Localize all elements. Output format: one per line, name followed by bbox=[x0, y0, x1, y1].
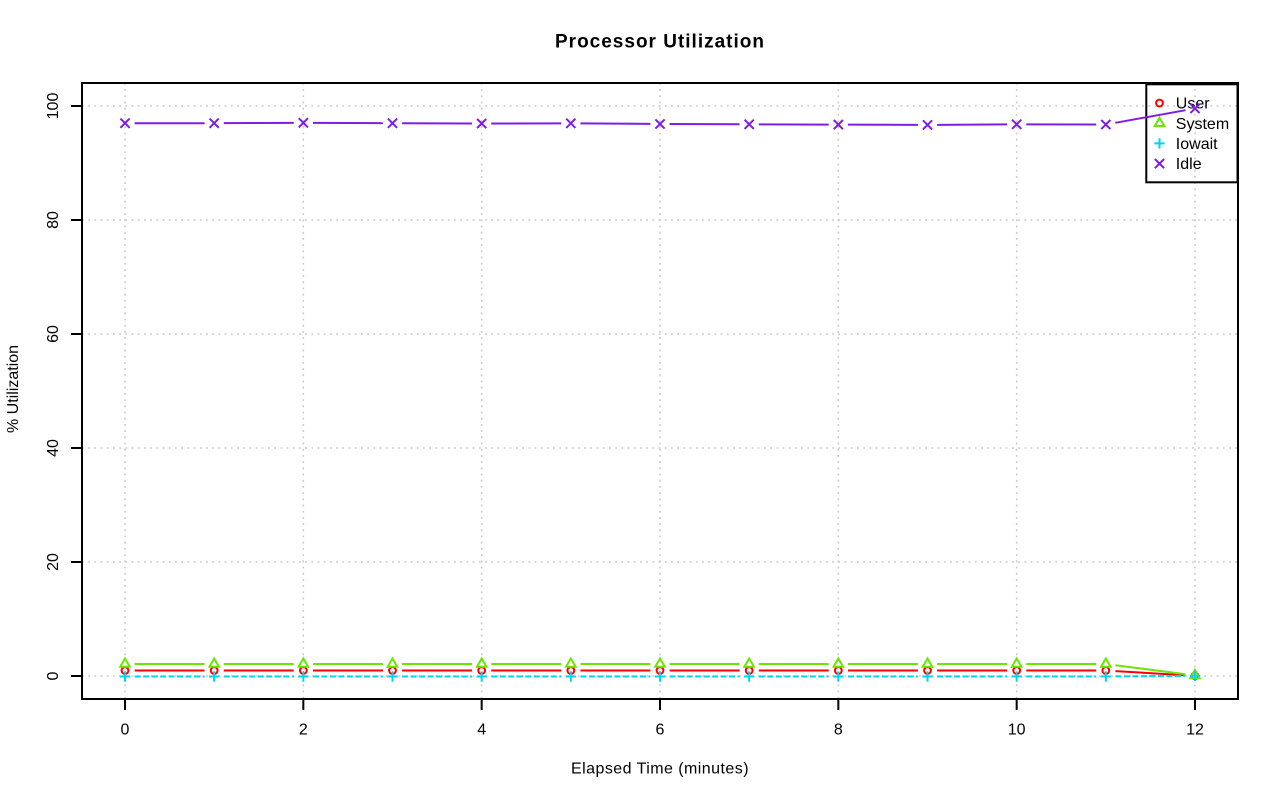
svg-text:6: 6 bbox=[656, 722, 665, 739]
svg-text:12: 12 bbox=[1186, 722, 1204, 739]
svg-text:4: 4 bbox=[477, 722, 486, 739]
svg-text:8: 8 bbox=[834, 722, 843, 739]
svg-text:System: System bbox=[1176, 116, 1229, 133]
svg-text:% Utilization: % Utilization bbox=[5, 345, 22, 433]
svg-text:0: 0 bbox=[121, 722, 130, 739]
svg-text:2: 2 bbox=[299, 722, 308, 739]
svg-text:Idle: Idle bbox=[1176, 156, 1202, 173]
svg-text:Elapsed Time (minutes): Elapsed Time (minutes) bbox=[571, 761, 749, 778]
svg-text:Iowait: Iowait bbox=[1176, 136, 1218, 153]
svg-text:60: 60 bbox=[45, 325, 62, 343]
svg-text:10: 10 bbox=[1008, 722, 1026, 739]
svg-text:0: 0 bbox=[45, 671, 62, 680]
svg-text:40: 40 bbox=[45, 439, 62, 457]
svg-text:User: User bbox=[1176, 96, 1210, 113]
svg-text:100: 100 bbox=[45, 93, 62, 120]
svg-text:80: 80 bbox=[45, 211, 62, 229]
svg-text:20: 20 bbox=[45, 553, 62, 571]
svg-text:Processor Utilization: Processor Utilization bbox=[555, 32, 765, 53]
